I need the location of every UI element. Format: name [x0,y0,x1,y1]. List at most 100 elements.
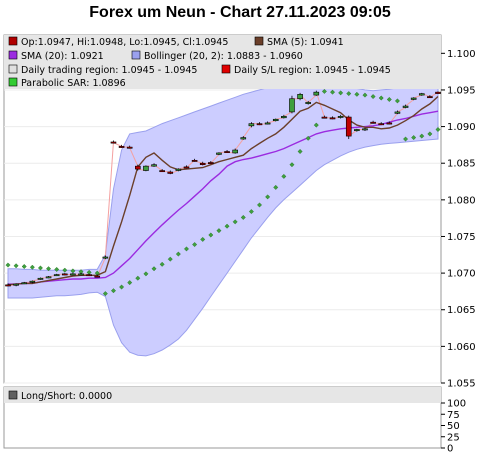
sar-point [224,223,230,229]
sar-point [321,88,327,94]
candle-body [418,93,425,96]
sar-point [184,246,189,252]
sar-point [216,228,222,234]
sar-point [119,284,125,290]
candle-body [86,274,92,277]
sar-point [313,122,319,128]
daily-region-link [413,94,422,99]
y-tick-label: 50 [447,421,460,432]
sar-point [378,95,384,101]
candle-body [21,282,28,285]
sar-point [370,94,376,100]
candle-body [272,118,279,122]
y-tick-label: 1.070 [447,269,476,280]
sar-point [13,263,19,269]
price-axis: 1.055 1.060 1.065 1.070 1.075 1.080 1.085 1.090… [441,49,476,390]
sar-point [354,91,360,97]
daily-region-link [267,120,276,124]
candlesticks [5,90,441,287]
sar-point [135,275,141,281]
candle-body [167,171,174,174]
y-tick-label: 1.060 [447,342,476,353]
sar-point [305,135,311,141]
sar-point [411,135,417,141]
y-tick-label: 1.075 [447,232,476,243]
candle-body [305,102,311,104]
legend-swatch [131,50,141,60]
sar-point [54,266,60,272]
legend-swatch [8,36,18,46]
y-tick-label: 75 [447,410,460,421]
legend-label: Parabolic SAR: 1.0896 [21,78,126,89]
legend-label: Daily trading region: 1.0945 - 1.0945 [21,65,197,76]
legend-label: Op:1.0947, Hi:1.0948, Lo:1.0945, Cl:1.09… [21,37,228,48]
sar-point [427,131,433,137]
candle-body [94,275,101,278]
legend-swatch [254,36,264,46]
lower-legend-label: Long/Short: 0.0000 [21,391,112,402]
legend-swatch [8,50,18,60]
y-tick-label: 1.080 [447,195,476,206]
legend-label: SMA (20): 1.0921 [21,51,104,62]
lower-legend-swatch [8,390,18,400]
candle-body [159,170,165,173]
parabolic-sar-dots [5,88,441,297]
sar-point [346,91,352,97]
candle-body [78,273,84,276]
candle-body [126,146,133,149]
daily-region-link [307,94,317,103]
candle-body [297,94,303,100]
candle-body [378,123,385,126]
chart-title: Forex um Neun - Chart 27.11.2023 09:05 [89,4,391,21]
daily-region-link [315,91,325,118]
candle-body [354,129,360,132]
candle-body [13,283,19,286]
sar-point [192,242,198,248]
sar-point [419,133,425,139]
sar-point [208,232,214,238]
sar-point [200,236,206,242]
y-tick-label: 1.090 [447,122,476,133]
candle-body [29,280,36,283]
sar-point [62,267,68,273]
y-tick-label: 1.065 [447,305,476,316]
y-tick-label: 25 [447,432,460,443]
candle-body [175,168,182,171]
bollinger-band [7,82,439,357]
candle-body [118,146,125,148]
sar-point [338,90,344,96]
sar-point [394,98,400,104]
lower-legend-box [4,387,441,403]
candle-body [321,116,328,119]
candle-body [37,277,44,280]
sar-point [21,264,27,269]
candle-body [183,166,190,169]
candle-body [345,116,352,137]
sar-point [102,291,108,297]
daily-region-link [210,154,220,164]
candle-body [5,284,11,287]
candle-body [45,276,52,279]
candle-body [199,162,206,165]
y-tick-label: 100 [447,399,466,410]
sar-point [435,127,441,132]
sar-point [386,96,392,102]
candle-body [394,111,401,114]
y-tick-label: 0 [447,444,453,455]
legend-swatch [8,77,18,87]
candle-body [53,274,60,277]
sar-point [151,266,157,272]
candle-body [329,117,336,120]
candle-body [151,164,157,167]
candle-body [110,141,117,144]
sar-point [297,149,303,154]
sar-point [175,251,181,257]
candle-body [281,116,287,119]
sar-point [143,271,149,277]
daily-region-link [397,107,406,113]
y-tick-label: 1.100 [447,49,476,60]
sar-point [257,202,262,208]
sar-point [37,265,43,271]
candle-body [264,122,271,125]
